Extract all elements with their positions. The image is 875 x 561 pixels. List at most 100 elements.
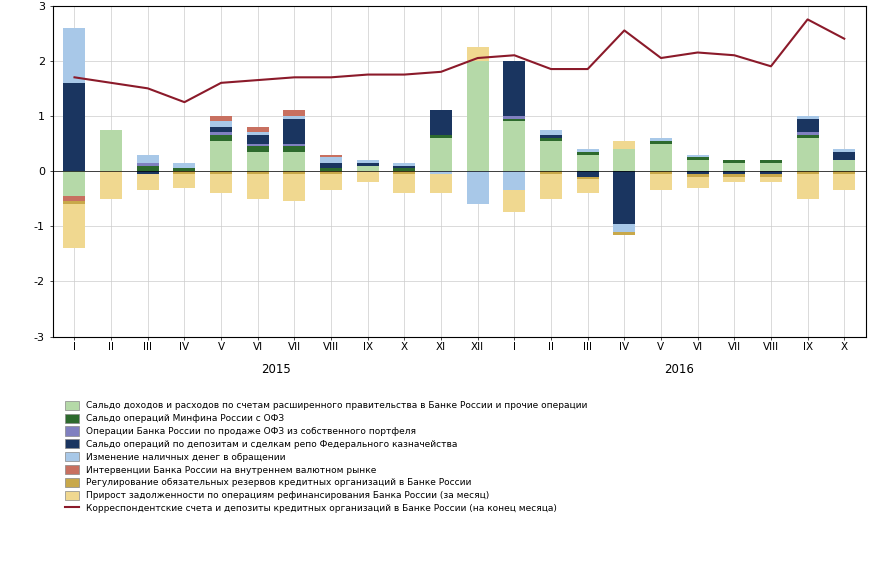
Bar bbox=[210, 141, 232, 171]
Bar bbox=[466, 61, 489, 171]
Bar bbox=[64, 201, 86, 204]
Bar bbox=[760, 171, 782, 174]
Bar bbox=[320, 171, 342, 174]
Bar bbox=[136, 165, 158, 171]
Bar bbox=[833, 152, 855, 160]
Legend: Сальдо доходов и расходов по счетам расширенного правительства в Банке России и : Сальдо доходов и расходов по счетам расш… bbox=[65, 401, 587, 513]
Bar bbox=[613, 223, 635, 232]
Bar bbox=[687, 155, 709, 157]
Bar bbox=[320, 157, 342, 163]
Bar bbox=[64, 171, 86, 196]
Bar bbox=[540, 171, 562, 174]
Bar bbox=[540, 174, 562, 199]
Bar bbox=[284, 174, 305, 201]
Bar bbox=[687, 160, 709, 171]
Bar bbox=[833, 174, 855, 190]
Bar bbox=[247, 171, 269, 174]
Bar bbox=[136, 155, 158, 163]
Bar bbox=[577, 155, 598, 171]
Bar bbox=[724, 177, 746, 182]
Bar bbox=[320, 163, 342, 168]
Bar bbox=[833, 171, 855, 174]
Bar bbox=[650, 144, 672, 171]
Bar bbox=[394, 163, 416, 165]
Bar bbox=[320, 155, 342, 157]
Bar bbox=[284, 119, 305, 144]
Bar bbox=[577, 180, 598, 193]
Bar bbox=[760, 160, 782, 163]
Bar bbox=[540, 135, 562, 138]
Bar bbox=[173, 163, 195, 168]
Bar bbox=[650, 138, 672, 141]
Bar bbox=[687, 171, 709, 174]
Bar bbox=[357, 163, 379, 165]
Bar bbox=[430, 174, 452, 193]
Bar bbox=[503, 190, 525, 213]
Bar bbox=[430, 135, 452, 138]
Bar bbox=[724, 171, 746, 174]
Bar bbox=[247, 174, 269, 199]
Bar bbox=[210, 135, 232, 141]
Bar bbox=[613, 141, 635, 149]
Bar bbox=[210, 127, 232, 132]
Bar bbox=[64, 27, 86, 83]
Bar bbox=[284, 171, 305, 174]
Bar bbox=[577, 152, 598, 155]
Bar bbox=[64, 196, 86, 201]
Bar bbox=[247, 152, 269, 171]
Bar bbox=[796, 135, 819, 138]
Bar bbox=[466, 171, 489, 204]
Bar bbox=[687, 157, 709, 160]
Bar bbox=[394, 171, 416, 174]
Bar bbox=[394, 165, 416, 168]
Bar bbox=[796, 174, 819, 199]
Bar bbox=[430, 171, 452, 174]
Bar bbox=[430, 111, 452, 135]
Bar bbox=[796, 138, 819, 171]
Bar bbox=[503, 116, 525, 119]
Bar bbox=[760, 174, 782, 177]
Bar bbox=[577, 171, 598, 177]
Bar bbox=[210, 174, 232, 193]
Bar bbox=[833, 160, 855, 171]
Bar bbox=[357, 160, 379, 163]
Bar bbox=[247, 146, 269, 152]
Bar bbox=[724, 160, 746, 163]
Bar bbox=[136, 163, 158, 165]
Bar bbox=[577, 177, 598, 180]
Bar bbox=[247, 144, 269, 146]
Bar bbox=[796, 171, 819, 174]
Bar bbox=[796, 119, 819, 132]
Bar bbox=[760, 177, 782, 182]
Bar bbox=[100, 130, 122, 171]
Bar bbox=[687, 174, 709, 177]
Bar bbox=[210, 132, 232, 135]
Bar bbox=[320, 168, 342, 171]
Bar bbox=[284, 111, 305, 116]
Bar bbox=[320, 174, 342, 190]
Bar bbox=[64, 83, 86, 171]
Bar bbox=[136, 171, 158, 174]
Bar bbox=[650, 141, 672, 144]
Bar bbox=[687, 177, 709, 188]
Bar bbox=[503, 171, 525, 190]
Bar bbox=[613, 171, 635, 223]
Text: 2016: 2016 bbox=[664, 363, 694, 376]
Bar bbox=[100, 171, 122, 199]
Bar bbox=[724, 163, 746, 171]
Bar bbox=[357, 165, 379, 171]
Bar bbox=[136, 174, 158, 190]
Bar bbox=[577, 149, 598, 152]
Bar bbox=[247, 135, 269, 144]
Bar bbox=[760, 163, 782, 171]
Bar bbox=[284, 144, 305, 146]
Bar bbox=[650, 174, 672, 190]
Bar bbox=[284, 146, 305, 152]
Bar bbox=[284, 116, 305, 119]
Bar bbox=[833, 149, 855, 152]
Bar bbox=[613, 232, 635, 234]
Bar bbox=[540, 130, 562, 135]
Bar bbox=[540, 141, 562, 171]
Bar bbox=[173, 168, 195, 171]
Bar bbox=[613, 149, 635, 171]
